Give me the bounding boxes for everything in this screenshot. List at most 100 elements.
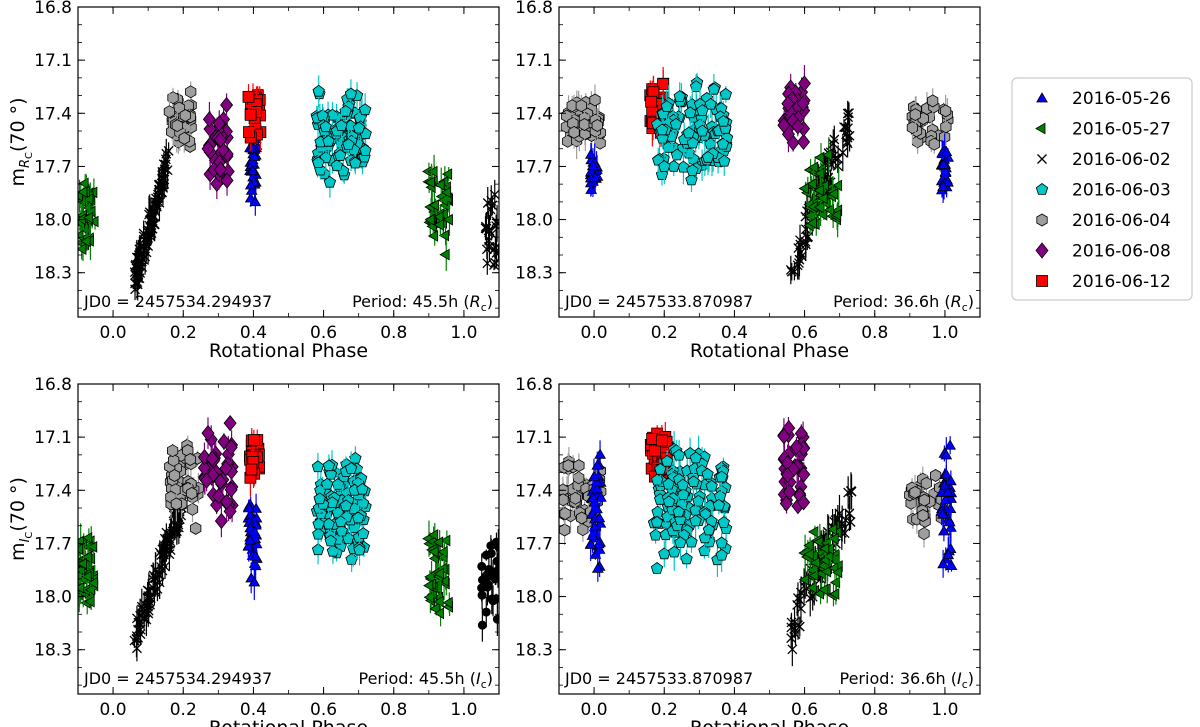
- data-point: [428, 199, 439, 211]
- data-point: [313, 492, 326, 505]
- data-point: [357, 527, 370, 539]
- y-tick-label: 18.3: [34, 264, 72, 284]
- x-tick-label: 0.8: [380, 700, 407, 720]
- data-point: [844, 508, 855, 519]
- data-point: [827, 188, 838, 200]
- data-point: [131, 634, 142, 645]
- data-point: [312, 517, 325, 530]
- data-point: [219, 460, 233, 477]
- data-point: [220, 96, 234, 114]
- data-point: [798, 573, 809, 586]
- data-point: [244, 108, 257, 121]
- data-point: [943, 516, 956, 527]
- data-point: [344, 462, 358, 474]
- data-point: [151, 197, 162, 208]
- period-annotation: Period: 36.6h (Ic): [840, 669, 975, 691]
- data-point: [789, 438, 803, 456]
- data-point: [656, 123, 669, 136]
- legend-entry-2016-05-27: 2016-05-27: [1035, 120, 1171, 140]
- period-annotation: Period: 45.5h (Ic): [359, 669, 494, 691]
- data-point: [134, 260, 145, 271]
- series-2016-05-26: [242, 493, 263, 601]
- data-point: [312, 527, 325, 540]
- data-point: [161, 148, 172, 159]
- data-point: [940, 468, 953, 479]
- data-point: [157, 544, 168, 555]
- data-point: [481, 607, 491, 617]
- data-point: [845, 486, 856, 496]
- data-point: [243, 126, 255, 139]
- plot-frame: [558, 383, 981, 695]
- data-point: [832, 566, 843, 579]
- y-tick-label: 17.4: [515, 104, 553, 124]
- legend-label: 2016-05-27: [1072, 120, 1171, 140]
- data-point: [166, 444, 179, 458]
- data-point: [312, 156, 325, 169]
- y-tick-label: 16.8: [34, 0, 72, 18]
- data-point: [589, 171, 602, 182]
- data-point: [334, 149, 347, 161]
- x-tick-label: 0.4: [721, 700, 748, 720]
- data-point: [909, 485, 921, 499]
- data-point: [649, 528, 662, 541]
- data-point: [353, 543, 366, 556]
- data-point: [685, 535, 698, 548]
- data-point: [201, 140, 215, 157]
- data-point: [781, 95, 795, 112]
- jd0-annotation: JD0 = 2457534.294937: [83, 292, 272, 311]
- data-point: [167, 453, 180, 467]
- legend-box: [1011, 77, 1193, 301]
- data-point: [78, 186, 88, 198]
- data-point: [591, 119, 603, 132]
- data-point: [139, 613, 150, 624]
- series-2016-06-03: [310, 446, 372, 572]
- legend-entry-2016-06-04: 2016-06-04: [1036, 211, 1171, 231]
- series-2016-06-03: [647, 431, 733, 577]
- data-point: [797, 133, 811, 151]
- period-annotation: Period: 36.6h (Rc): [833, 292, 974, 314]
- data-point: [359, 144, 372, 156]
- data-point: [438, 575, 450, 587]
- data-point: [442, 213, 453, 226]
- data-point: [78, 243, 87, 255]
- data-points: [78, 414, 499, 662]
- data-point: [245, 463, 258, 476]
- data-point: [798, 182, 809, 195]
- data-point: [148, 582, 159, 593]
- y-tick-label: 16.8: [515, 0, 553, 18]
- data-point: [213, 473, 227, 490]
- data-point: [423, 591, 434, 604]
- x-axis-label: Rotational Phase: [690, 340, 849, 362]
- y-tick-label: 17.4: [515, 481, 553, 501]
- legend-marker: [1036, 275, 1048, 287]
- data-points: [78, 75, 499, 301]
- data-point: [424, 176, 436, 189]
- legend-marker: [1035, 242, 1049, 259]
- data-point: [178, 131, 190, 145]
- data-point: [562, 459, 574, 473]
- data-point: [245, 142, 258, 153]
- data-point: [220, 172, 234, 189]
- data-point: [831, 209, 842, 221]
- data-point: [163, 105, 176, 119]
- data-point: [83, 211, 94, 224]
- series-2016-06-08: [777, 65, 811, 153]
- y-tick-label: 16.8: [515, 375, 553, 395]
- legend-marker: [1036, 213, 1048, 227]
- data-point: [130, 284, 140, 295]
- data-point: [797, 466, 811, 483]
- series-2016-06-12: [242, 83, 267, 152]
- data-point: [808, 526, 819, 538]
- y-tick-label: 17.4: [34, 481, 72, 501]
- series-2016-05-27: [422, 520, 454, 627]
- data-point: [442, 596, 453, 609]
- data-point: [696, 124, 709, 137]
- x-tick-label: 0.6: [310, 323, 337, 343]
- data-point: [168, 469, 181, 482]
- data-point: [940, 104, 952, 118]
- data-point: [837, 147, 848, 158]
- data-point: [701, 467, 714, 480]
- data-point: [434, 178, 445, 191]
- series-2016-05-26: [584, 142, 604, 198]
- data-point: [440, 186, 452, 199]
